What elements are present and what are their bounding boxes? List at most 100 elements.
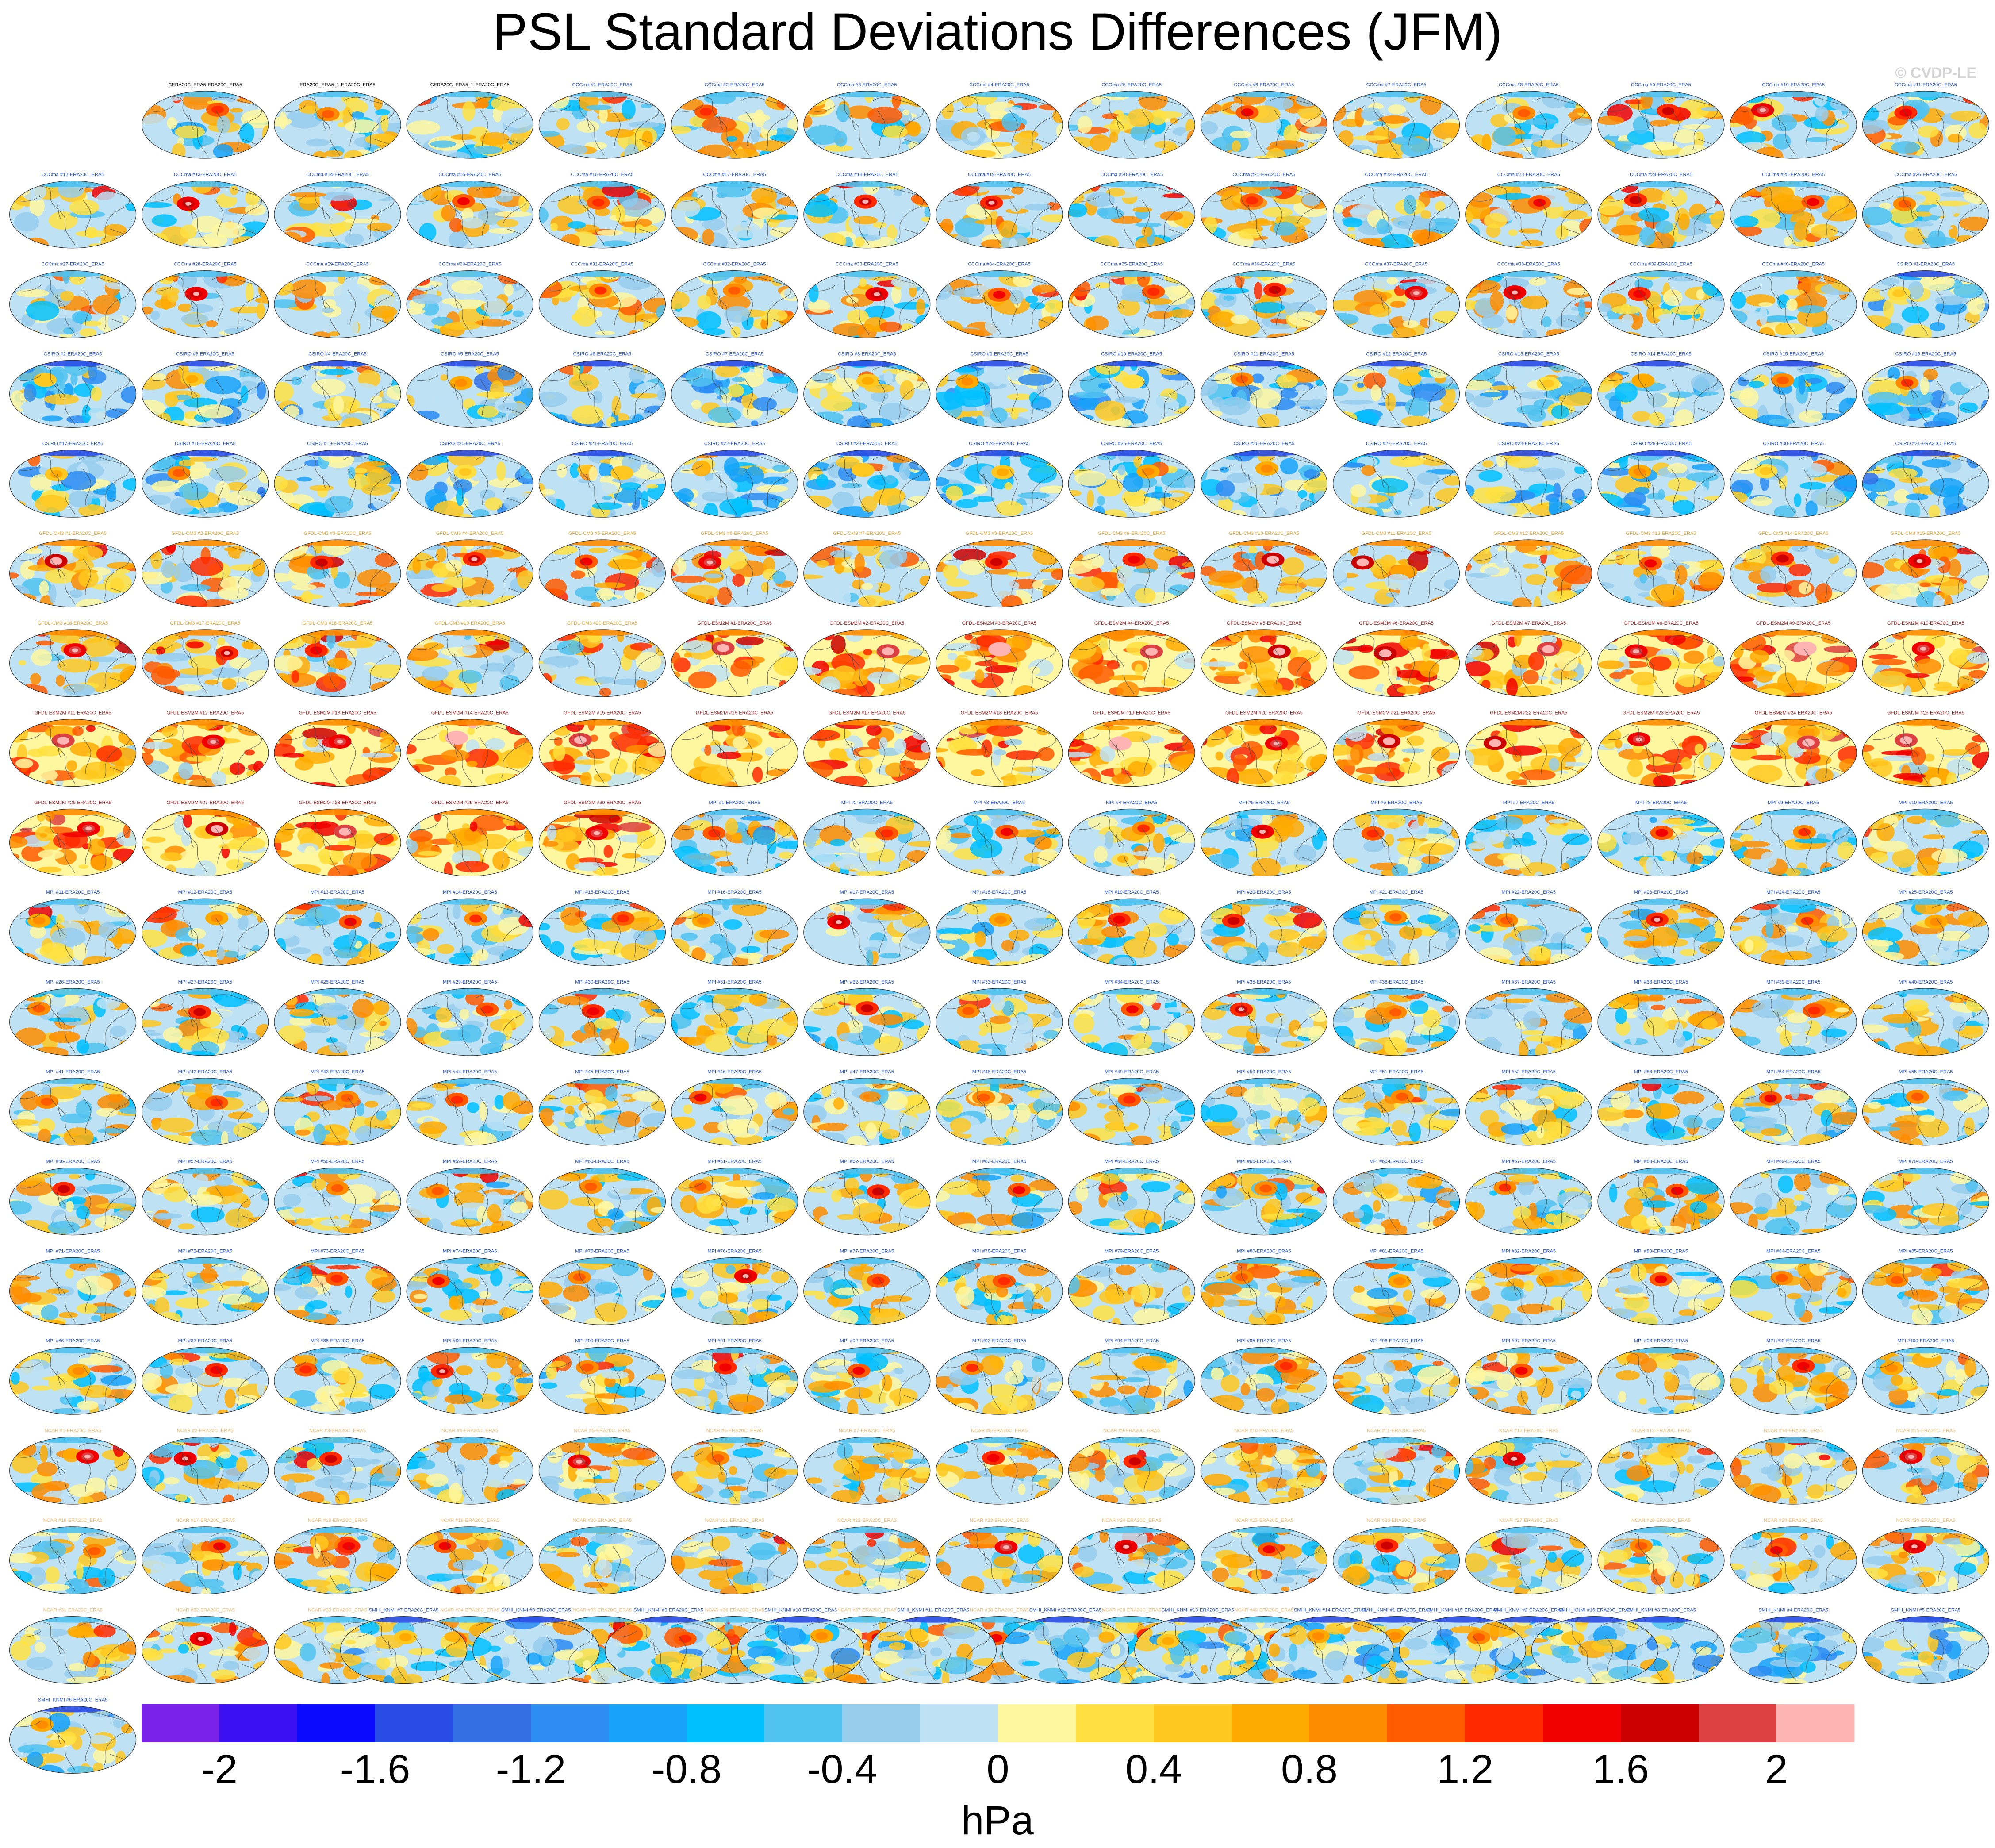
map-field [407,1437,533,1504]
panel-label: NCAR #34-ERA20C_ERA5 [440,1608,499,1613]
panel-label: MPI #16-ERA20C_ERA5 [707,890,761,895]
panel-label: GFDL-CM3 #3-ERA20C_ERA5 [304,531,372,536]
map-outline [1068,1168,1195,1236]
panel-label: CCCma #16-ERA20C_ERA5 [571,172,633,177]
panel-label: CCCma #37-ERA20C_ERA5 [1365,262,1428,267]
map-outline [538,1257,666,1325]
map-field [274,1168,401,1235]
map-field [1862,270,1989,338]
map-field [1598,719,1724,787]
panel-label: NCAR #16-ERA20C_ERA5 [43,1518,103,1523]
map-field [1862,181,1989,248]
map-field [1333,899,1460,966]
map-panel: CSIRO #6-ERA20C_ERA5 [538,351,666,428]
map-field [142,1437,269,1504]
map-field [539,809,666,876]
map-outline [671,1526,798,1594]
panel-label: MPI #63-ERA20C_ERA5 [972,1159,1026,1164]
panel-label: MPI #39-ERA20C_ERA5 [1766,980,1820,985]
map-outline [142,1437,269,1505]
map-panel: MPI #10-ERA20C_ERA5 [1862,800,1989,877]
panel-label: SMHI_KNMI #13-ERA20C_ERA5 [1162,1608,1234,1613]
map-field [274,450,401,518]
map-field [1598,1437,1724,1504]
map-panel: MPI #36-ERA20C_ERA5 [1333,980,1460,1056]
map-panel: NCAR #15-ERA20C_ERA5 [1862,1428,1989,1505]
colorbar-swatch [1232,1704,1310,1742]
panel-label: MPI #37-ERA20C_ERA5 [1502,980,1556,985]
panel-label: CSIRO #5-ERA20C_ERA5 [441,351,499,357]
map-outline [1862,181,1989,249]
map-panel: CSIRO #28-ERA20C_ERA5 [1465,441,1592,518]
map-field [1862,988,1989,1056]
panel-label: MPI #32-ERA20C_ERA5 [840,980,894,985]
map-field [1598,91,1724,158]
map-field [803,1078,930,1145]
map-field [671,1078,798,1145]
map-field [539,1526,666,1594]
map-field [274,719,401,787]
map-panel: GFDL-CM3 #10-ERA20C_ERA5 [1200,531,1327,607]
panel-label: MPI #6-ERA20C_ERA5 [1371,800,1422,805]
map-panel: GFDL-CM3 #6-ERA20C_ERA5 [671,531,798,607]
map-outline [274,1168,401,1236]
panel-label: GFDL-ESM2M #21-ERA20C_ERA5 [1358,711,1435,716]
map-field [274,360,401,428]
map-outline [1333,1078,1460,1146]
map-panel: MPI #85-ERA20C_ERA5 [1862,1249,1989,1325]
map-panel: NCAR #32-ERA20C_ERA5 [142,1608,269,1684]
map-outline [142,1347,269,1415]
map-field [1465,899,1592,966]
map-panel: SMHI_KNMI #11-ERA20C_ERA5 [869,1608,997,1684]
map-field [1730,1347,1857,1415]
map-outline [1333,718,1460,787]
map-panel: MPI #17-ERA20C_ERA5 [803,890,931,966]
map-outline [936,1347,1063,1415]
map-panel: NCAR #30-ERA20C_ERA5 [1862,1518,1989,1594]
map-panel: GFDL-CM3 #11-ERA20C_ERA5 [1333,531,1460,607]
panel-label: MPI #54-ERA20C_ERA5 [1766,1069,1820,1075]
panel-label: MPI #59-ERA20C_ERA5 [443,1159,497,1164]
map-outline [1068,91,1195,159]
map-outline [1465,808,1592,877]
map-panel: CSIRO #21-ERA20C_ERA5 [538,441,666,518]
map-field [1862,1347,1989,1415]
panel-label: CCCma #8-ERA20C_ERA5 [1499,82,1559,88]
map-panel: GFDL-CM3 #19-ERA20C_ERA5 [406,621,533,697]
panel-label: CCCma #4-ERA20C_ERA5 [969,82,1029,88]
map-outline [9,1347,137,1415]
map-panel: CCCma #37-ERA20C_ERA5 [1333,262,1460,338]
map-panel: MPI #22-ERA20C_ERA5 [1465,890,1592,966]
map-field [1862,899,1989,966]
panel-label: NCAR #24-ERA20C_ERA5 [1102,1518,1161,1523]
map-outline [1730,360,1857,428]
panel-label: GFDL-CM3 #20-ERA20C_ERA5 [567,621,637,626]
map-field [1201,1526,1327,1594]
map-panel: SMHI_KNMI #10-ERA20C_ERA5 [737,1608,864,1684]
map-panel: CCCma #1-ERA20C_ERA5 [538,82,666,159]
map-outline [1068,629,1195,697]
map-outline [1597,898,1725,966]
panel-label: MPI #81-ERA20C_ERA5 [1369,1249,1423,1254]
map-field [1465,1526,1592,1594]
map-field [1730,181,1857,248]
panel-label: CCCma #23-ERA20C_ERA5 [1497,172,1560,177]
map-panel: NCAR #16-ERA20C_ERA5 [9,1518,137,1594]
map-field [1465,809,1592,876]
map-outline [1730,450,1857,518]
map-panel: MPI #77-ERA20C_ERA5 [803,1249,931,1325]
panel-label: MPI #48-ERA20C_ERA5 [972,1069,1026,1075]
map-field [274,1078,401,1145]
map-outline [1200,808,1327,877]
map-field [1862,540,1989,607]
map-field [1465,270,1592,338]
map-field [1862,1168,1989,1235]
map-panel: MPI #12-ERA20C_ERA5 [142,890,269,966]
panel-label: MPI #73-ERA20C_ERA5 [311,1249,364,1254]
map-field [1399,1616,1526,1684]
map-field [1068,1078,1195,1145]
map-panel: GFDL-CM3 #14-ERA20C_ERA5 [1730,531,1857,607]
map-panel: CCCma #30-ERA20C_ERA5 [406,262,533,338]
map-field [1201,1078,1327,1145]
map-outline [803,450,931,518]
